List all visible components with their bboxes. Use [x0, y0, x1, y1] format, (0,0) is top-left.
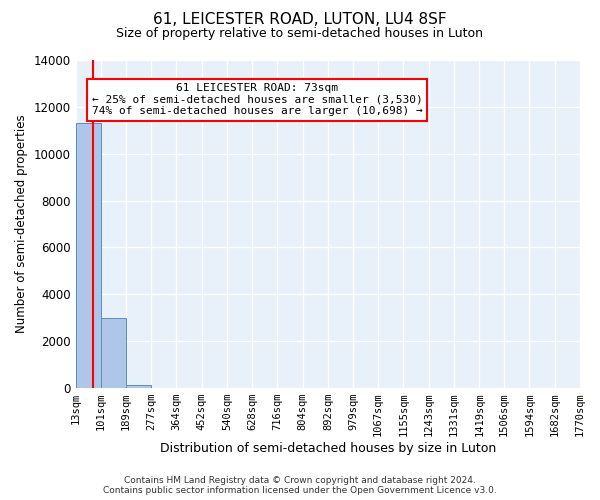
Text: Contains HM Land Registry data © Crown copyright and database right 2024.
Contai: Contains HM Land Registry data © Crown c… — [103, 476, 497, 495]
Bar — [126, 386, 151, 388]
Bar — [101, 318, 126, 388]
Bar — [76, 123, 101, 388]
Y-axis label: Number of semi-detached properties: Number of semi-detached properties — [15, 114, 28, 333]
X-axis label: Distribution of semi-detached houses by size in Luton: Distribution of semi-detached houses by … — [160, 442, 496, 455]
Text: 61 LEICESTER ROAD: 73sqm
← 25% of semi-detached houses are smaller (3,530)
74% o: 61 LEICESTER ROAD: 73sqm ← 25% of semi-d… — [92, 83, 422, 116]
Text: 61, LEICESTER ROAD, LUTON, LU4 8SF: 61, LEICESTER ROAD, LUTON, LU4 8SF — [153, 12, 447, 28]
Text: Size of property relative to semi-detached houses in Luton: Size of property relative to semi-detach… — [116, 28, 484, 40]
